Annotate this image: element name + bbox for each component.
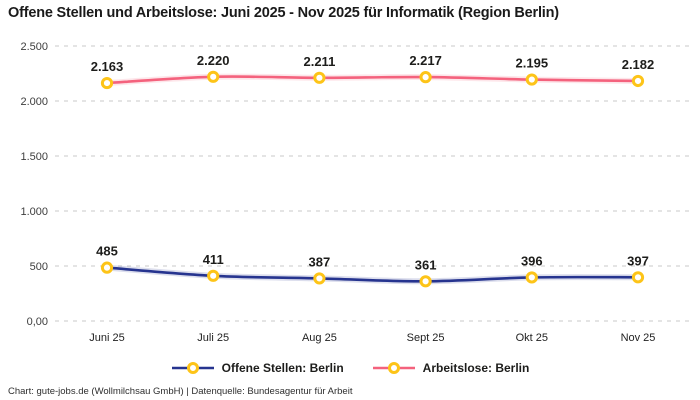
data-point-marker: [100, 261, 114, 274]
line-chart-canvas: 0,00 500 1.000 1.500 2.000 2.500 Juni 25 Juli 2…: [20, 41, 692, 344]
data-point-marker: [419, 71, 432, 84]
x-axis-tick-label: Nov 25: [621, 332, 656, 344]
chart-title: Offene Stellen und Arbeitslose: Juni 202…: [8, 5, 559, 21]
data-point-label: 485: [96, 244, 118, 259]
data-point-label: 2.182: [622, 57, 655, 72]
x-axis-tick-label: Okt 25: [516, 332, 548, 344]
data-point-label: 411: [203, 252, 224, 267]
y-axis-tick-label: 2.500: [20, 41, 48, 53]
data-point-label: 2.217: [409, 53, 442, 68]
attribution-footer: Chart: gute-jobs.de (Wollmilchsau GmbH) …: [8, 386, 353, 397]
series-line: [106, 266, 639, 283]
data-point-marker: [631, 271, 645, 284]
legend-label-arbeitslose: Arbeitslose: Berlin: [422, 361, 530, 375]
data-point-marker: [525, 271, 538, 284]
data-point-label: 397: [627, 253, 649, 268]
x-axis-tick-label: Juni 25: [89, 332, 124, 344]
legend-item-offene-stellen: Offene Stellen: Berlin: [171, 361, 344, 375]
legend-swatch-unemployed-icon: [372, 362, 415, 374]
y-axis-tick-label: 0,00: [27, 316, 48, 328]
x-axis-tick-label: Sept 25: [407, 332, 445, 344]
legend-label-offene-stellen: Offene Stellen: Berlin: [221, 361, 344, 375]
data-point-marker: [313, 272, 326, 285]
x-axis-tick-label: Juli 25: [197, 332, 229, 344]
data-point-label: 2.220: [197, 53, 230, 68]
data-point-marker: [631, 74, 645, 88]
y-axis-tick-label: 2.000: [20, 96, 48, 108]
data-point-marker: [207, 269, 220, 282]
legend-item-arbeitslose: Arbeitslose: Berlin: [372, 361, 530, 375]
y-axis-tick-label: 1.000: [20, 206, 48, 218]
legend-swatch-open-positions-icon: [171, 362, 214, 374]
y-axis-tick-label: 500: [30, 261, 48, 273]
data-point-label: 2.163: [91, 59, 124, 74]
x-axis-tick-label: Aug 25: [302, 332, 337, 344]
data-point-marker: [100, 76, 114, 90]
data-point-marker: [313, 71, 326, 84]
data-point-label: 2.195: [516, 56, 549, 71]
data-point-marker: [525, 73, 538, 86]
data-point-label: 387: [309, 254, 331, 269]
data-point-label: 361: [415, 257, 437, 272]
data-point-label: 396: [521, 253, 543, 268]
y-axis-tick-label: 1.500: [20, 151, 48, 163]
data-point-marker: [207, 70, 220, 83]
chart-legend: Offene Stellen: Berlin Arbeitslose: Berl…: [0, 361, 700, 375]
data-point-marker: [419, 275, 432, 288]
series-line: [106, 75, 639, 85]
data-point-label: 2.211: [303, 54, 335, 69]
